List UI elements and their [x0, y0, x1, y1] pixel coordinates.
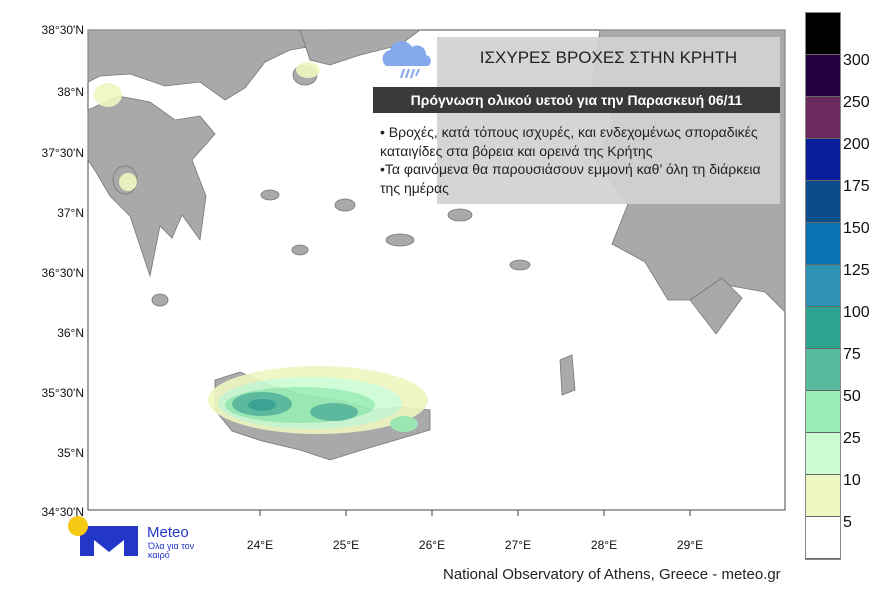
rain-cloud-icon: [382, 41, 431, 79]
lat-label: 37°30'N: [41, 146, 84, 160]
lat-label: 35°N: [57, 446, 84, 460]
lat-label: 38°N: [57, 85, 84, 99]
info-subtitle: Πρόγνωση ολικού υετού για την Παρασκευή …: [373, 87, 780, 113]
legend-label: 125: [843, 262, 870, 279]
lat-label: 35°30'N: [41, 386, 84, 400]
legend-swatch: [806, 517, 840, 559]
contour-5-10: [296, 62, 320, 78]
legend-label: 150: [843, 220, 870, 237]
legend-label: 250: [843, 94, 870, 111]
legend-swatch: [806, 97, 840, 139]
legend-swatch: [806, 349, 840, 391]
legend-swatch: [806, 391, 840, 433]
legend-swatch: [806, 181, 840, 223]
lat-label: 38°30'N: [41, 23, 84, 37]
island: [447, 208, 473, 222]
contour-75-100: [248, 399, 276, 411]
meteo-logo: [68, 516, 138, 556]
info-panel: [437, 37, 780, 204]
lon-label: 28°E: [590, 538, 618, 552]
island: [334, 198, 356, 212]
lat-label: 34°30'N: [41, 505, 84, 519]
contour-50-75: [310, 403, 358, 421]
legend-label: 200: [843, 136, 870, 153]
credit-text: National Observatory of Athens, Greece -…: [443, 566, 781, 583]
legend-swatch: [806, 139, 840, 181]
lon-label: 24°E: [246, 538, 274, 552]
bullet: • Βροχές, κατά τόπους ισχυρές, και ενδεχ…: [380, 124, 758, 159]
euboea: [299, 29, 422, 66]
info-title: ΙΣΧΥΡΕΣ ΒΡΟΧΕΣ ΣΤΗΝ ΚΡΗΤΗ: [479, 48, 738, 67]
island: [291, 244, 309, 256]
island: [151, 293, 169, 307]
contour-10-25: [390, 416, 418, 432]
legend-swatch: [806, 265, 840, 307]
logo-name: Meteo: [147, 524, 189, 541]
legend-label: 5: [843, 514, 852, 531]
peloponnese: [87, 95, 216, 278]
island: [260, 189, 280, 201]
legend-swatch: [806, 475, 840, 517]
island: [385, 233, 415, 247]
lat-label: 37°N: [57, 206, 84, 220]
info-bullets: • Βροχές, κατά τόπους ισχυρές, και ενδεχ…: [380, 123, 780, 197]
lon-label: 26°E: [418, 538, 446, 552]
legend-swatch: [806, 13, 840, 55]
island: [509, 259, 531, 271]
legend-swatch: [806, 307, 840, 349]
lon-label: 29°E: [676, 538, 704, 552]
legend-label: 175: [843, 178, 870, 195]
legend-swatch: [806, 55, 840, 97]
bullet: •Τα φαινόμενα θα παρουσιάσουν εμμονή καθ…: [380, 161, 761, 196]
rhodes: [689, 277, 743, 335]
legend-label: 10: [843, 472, 861, 489]
logo-tagline: Όλα για τον καιρό: [148, 541, 195, 560]
color-legend: [805, 12, 841, 560]
rainfall-contours: [94, 62, 428, 434]
lat-label: 36°N: [57, 326, 84, 340]
legend-swatch: [806, 223, 840, 265]
lon-label: 25°E: [332, 538, 360, 552]
legend-label: 25: [843, 430, 861, 447]
lon-label: 27°E: [504, 538, 532, 552]
legend-label: 100: [843, 304, 870, 321]
karpathos: [559, 354, 576, 396]
legend-label: 300: [843, 52, 870, 69]
legend-label: 50: [843, 388, 861, 405]
axis-ticks: [259, 510, 691, 516]
lat-label: 36°30'N: [41, 266, 84, 280]
contour-5-10: [119, 173, 137, 191]
contour-5-10: [94, 83, 122, 107]
legend-swatch: [806, 433, 840, 475]
legend-label: 75: [843, 346, 861, 363]
